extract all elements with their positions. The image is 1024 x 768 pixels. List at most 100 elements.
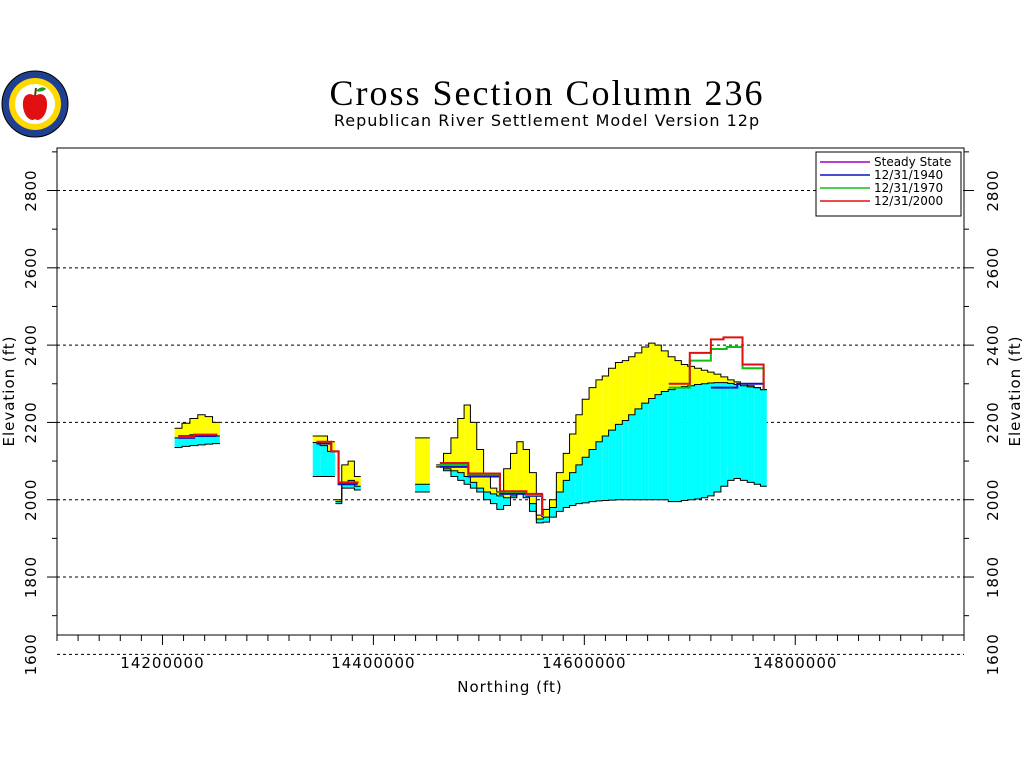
yellow-band-cell — [189, 418, 198, 435]
yellow-band-cell — [197, 414, 206, 436]
yellow-band-cell — [654, 345, 662, 395]
cyan-band-cell — [549, 507, 557, 518]
yellow-band-cell — [348, 461, 355, 481]
cyan-band-cell — [457, 472, 465, 481]
chart-subtitle: Republican River Settlement Model Versio… — [334, 111, 760, 130]
cyan-band-cell — [615, 424, 623, 500]
cyan-band-cell — [714, 382, 721, 492]
agency-seal-logo — [1, 70, 69, 138]
cyan-band-cell — [575, 464, 583, 504]
axes: 14200000 14400000 14600000 14800000 1600 1600… — [22, 151, 1002, 675]
cyan-band-cell — [668, 389, 676, 502]
yellow-band-cell — [628, 356, 635, 415]
cyan-band-cell — [747, 386, 755, 483]
cyan-band-cell — [354, 486, 361, 491]
cyan-band-cell — [589, 449, 596, 502]
y-tick-label-left: 2000 — [22, 479, 40, 521]
segment-outline-top — [436, 342, 767, 516]
yellow-band-cell — [687, 366, 695, 386]
cyan-band-cell — [707, 382, 715, 496]
cyan-band-cell — [569, 472, 576, 506]
cyan-band-cell — [197, 435, 206, 445]
legend-box — [815, 151, 962, 217]
yellow-band-cell — [582, 399, 590, 458]
cyan-band-cell — [189, 434, 198, 446]
cyan-band-cell — [212, 435, 220, 444]
cyan-band-cell — [443, 468, 451, 471]
cyan-band-cell — [205, 435, 213, 445]
cyan-band-cell — [415, 484, 423, 492]
cyan-band-cell — [740, 385, 748, 481]
y-axis-label-right: Elevation (ft) — [1006, 335, 1024, 446]
y-tick-label-right: 2400 — [984, 324, 1002, 366]
cyan-band-cell — [694, 384, 702, 499]
yellow-band-cell — [490, 488, 497, 494]
x-tick-label: 14800000 — [753, 654, 837, 672]
y-tick-label-right: 2200 — [984, 401, 1002, 443]
yellow-band-cell — [727, 379, 735, 384]
cyan-band-cell — [675, 387, 682, 502]
cyan-band-cell — [483, 491, 491, 500]
plot-area — [57, 190, 964, 655]
cyan-band-cell — [320, 445, 328, 477]
cyan-band-cell — [648, 398, 655, 500]
legend-label: 12/31/2000 — [874, 194, 943, 208]
yellow-band-cell — [174, 428, 182, 438]
y-tick-label-left: 1600 — [22, 633, 40, 675]
cyan-band-cell — [510, 495, 517, 498]
yellow-band-cell — [563, 453, 570, 481]
cyan-band-cell — [661, 391, 669, 500]
yellow-band-cell — [529, 472, 537, 504]
yellow-band-cell — [335, 499, 342, 502]
yellow-band-cell — [569, 434, 576, 473]
y-tick-label-right: 2000 — [984, 479, 1002, 521]
cyan-band-cell — [476, 488, 484, 492]
cyan-band-cell — [760, 389, 767, 487]
cyan-band-cell — [754, 387, 761, 485]
y-axis-label-left: Elevation (ft) — [0, 335, 18, 446]
cyan-band-cell — [327, 451, 335, 477]
y-tick-label-left: 2400 — [22, 324, 40, 366]
cyan-band-cell — [641, 403, 649, 500]
cyan-band-cell — [312, 442, 321, 477]
cyan-band-cell — [503, 497, 511, 506]
cyan-band-cell — [622, 420, 629, 500]
cyan-band-cell — [701, 383, 708, 498]
yellow-band-cell — [205, 416, 213, 436]
yellow-band-cell — [523, 449, 530, 494]
y-tick-label-left: 2800 — [22, 169, 40, 211]
yellow-band-cell — [589, 387, 596, 450]
cyan-band-cell — [563, 480, 570, 508]
y-tick-label-left: 1800 — [22, 556, 40, 598]
cyan-band-cell — [464, 476, 471, 485]
cyan-band-cell — [681, 386, 688, 501]
yellow-band-cell — [549, 499, 557, 508]
legend-label: 12/31/1970 — [874, 181, 943, 195]
cyan-band-cell — [595, 441, 603, 501]
yellow-band-cell — [556, 472, 564, 492]
segment-outline-base — [335, 487, 361, 505]
cyan-band-cell — [422, 484, 430, 492]
yellow-band-cell — [714, 374, 721, 383]
cyan-band-cell — [470, 482, 477, 489]
yellow-band-cell — [641, 347, 649, 404]
plot-frame — [56, 147, 965, 636]
segment-outline-top — [174, 414, 220, 429]
cyan-band-cell — [727, 383, 735, 481]
yellow-band-cell — [747, 385, 755, 387]
cyan-band-cell — [496, 495, 504, 510]
legend: Steady State12/31/194012/31/197012/31/20… — [815, 151, 962, 217]
cyan-band-cell — [556, 491, 564, 512]
y-tick-label-left: 2600 — [22, 247, 40, 289]
yellow-band-cell — [464, 405, 471, 477]
cyan-band-cell — [174, 437, 182, 448]
cyan-band-cell — [529, 503, 537, 512]
yellow-band-cell — [341, 464, 349, 483]
cyan-band-cell — [687, 385, 695, 500]
yellow-band-cell — [675, 360, 682, 388]
yellow-band-cell — [694, 368, 702, 385]
y-tick-label-left: 2200 — [22, 401, 40, 443]
x-tick-label: 14600000 — [542, 654, 626, 672]
yellow-band-cell — [510, 453, 517, 496]
